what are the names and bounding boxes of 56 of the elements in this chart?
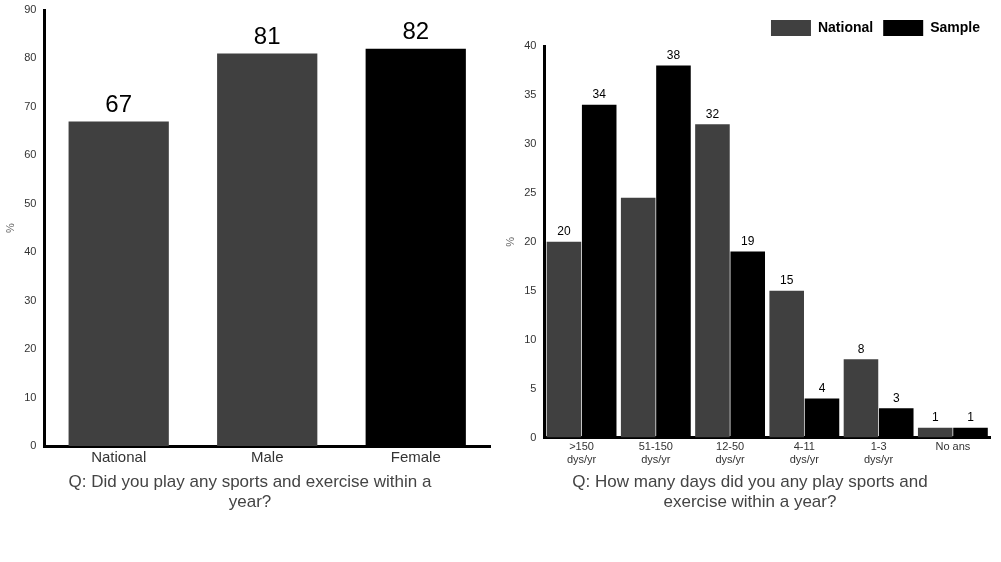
data-label: 1 [967, 410, 975, 425]
y-tick-label: 0 [30, 439, 37, 452]
x-tick-label: >150 dys/yr [566, 440, 597, 466]
y-tick-label: 20 [524, 234, 537, 247]
data-label: 34 [592, 87, 607, 102]
bar [695, 124, 730, 438]
legend-label: Sample [930, 18, 981, 35]
y-tick-label: 10 [524, 332, 537, 345]
y-tick-label: 5 [530, 381, 537, 394]
x-tick-label: 4-11 dys/yr [789, 440, 820, 466]
data-label: 1 [931, 410, 939, 425]
y-axis-title: % [3, 222, 16, 233]
y-tick-label: 35 [524, 87, 537, 100]
x-tick-label: 1-3 dys/yr [863, 440, 894, 466]
bar [620, 197, 656, 438]
bar [843, 359, 879, 438]
bar [217, 53, 318, 446]
legend-label: National [817, 18, 874, 35]
bar [917, 427, 953, 438]
y-tick-label: 25 [524, 185, 537, 198]
text: Q: How many days did you any play sports and exercise within a year? [571, 472, 929, 512]
data-label: 15 [780, 273, 794, 288]
data-label: 3 [892, 390, 900, 405]
x-tick-label: Female [390, 448, 441, 466]
data-label: 81 [253, 22, 281, 50]
y-tick-label: 40 [524, 39, 537, 52]
x-tick-label: National [91, 448, 147, 466]
y-tick-label: 90 [24, 3, 37, 16]
y-axis-title: % [503, 236, 516, 247]
data-label: 8 [857, 341, 865, 356]
y-tick-label: 30 [24, 293, 37, 306]
x-tick-label: 51-150 dys/yr [638, 440, 673, 466]
data-label: 38 [666, 47, 681, 62]
y-tick-label: 20 [24, 342, 37, 355]
y-tick-label: 80 [24, 51, 37, 64]
bar [546, 241, 582, 438]
text: Q: Did you play any sports and exercise within a year? [67, 472, 433, 512]
y-tick-label: 40 [24, 245, 37, 258]
data-label: 32 [705, 106, 720, 121]
x-tick-label: Male [250, 448, 284, 466]
y-tick-label: 15 [524, 283, 537, 296]
y-tick-label: 50 [24, 196, 37, 209]
x-tick-label: No ans [935, 440, 971, 453]
y-tick-label: 60 [24, 148, 37, 161]
y-tick-label: 10 [24, 390, 37, 403]
x-tick-label: 12-50 dys/yr [715, 440, 746, 466]
y-tick-label: 0 [530, 430, 537, 443]
data-label: 4 [818, 380, 826, 395]
y-tick-label: 30 [524, 136, 537, 149]
data-label: 19 [741, 233, 755, 248]
data-label: 82 [402, 17, 430, 45]
data-label: 67 [105, 90, 133, 118]
bar [68, 121, 169, 446]
y-tick-label: 70 [24, 99, 37, 112]
data-label: 20 [557, 224, 571, 239]
bar [769, 290, 804, 438]
